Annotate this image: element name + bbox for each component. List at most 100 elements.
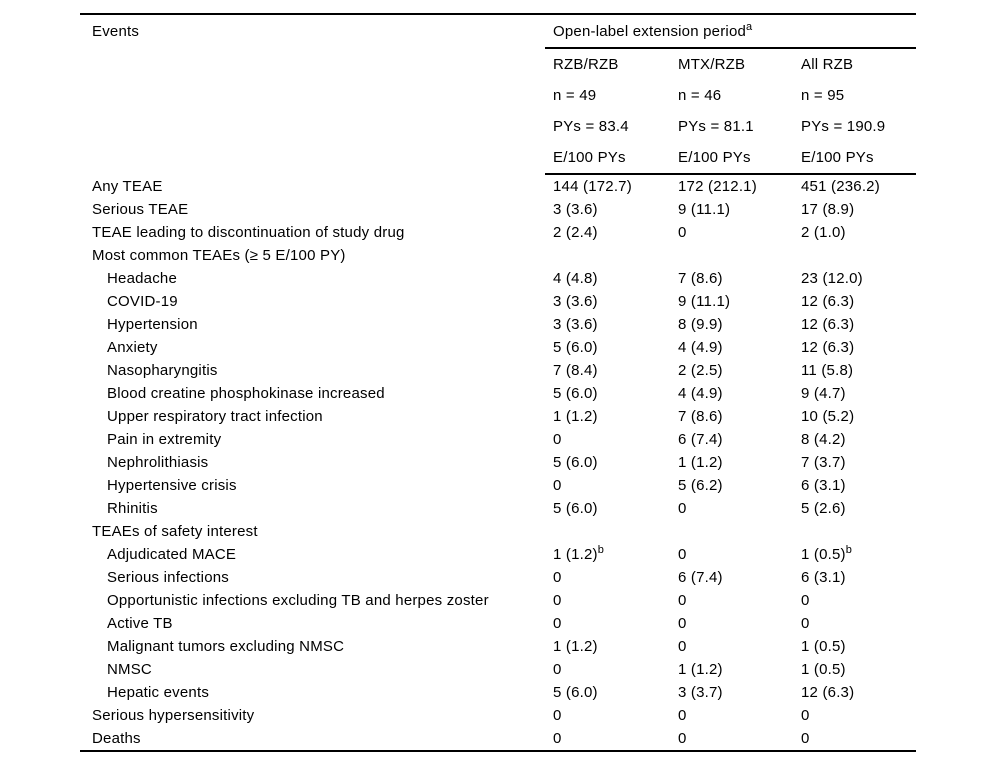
event-label: Anxiety (107, 339, 158, 356)
event-value: 2 (2.4) (553, 224, 678, 241)
column-header: All RZB (801, 56, 854, 73)
event-value: 23 (12.0) (801, 270, 916, 287)
event-value: 0 (553, 615, 678, 632)
value-text: 0 (678, 546, 687, 563)
value-text: 11 (5.8) (801, 362, 854, 379)
value-text: 6 (3.1) (801, 477, 846, 494)
event-label: TEAE leading to discontinuation of study… (92, 224, 405, 241)
event-value: 0 (553, 661, 678, 678)
event-value: 9 (4.7) (801, 385, 916, 402)
value-text: 1 (1.2) (553, 546, 598, 563)
value-footnote-marker: b (597, 544, 604, 556)
value-text: 1 (0.5) (801, 638, 846, 655)
event-value: 451 (236.2) (801, 178, 916, 195)
event-value: 144 (172.7) (553, 178, 678, 195)
event-value: 6 (7.4) (678, 569, 801, 586)
event-value: 12 (6.3) (801, 339, 916, 356)
value-text: 9 (4.7) (801, 385, 846, 402)
event-value: 1 (1.2) (678, 661, 801, 678)
event-value: 0 (553, 477, 678, 494)
event-value: 6 (3.1) (801, 477, 916, 494)
patient-years: PYs = 83.4 (553, 118, 629, 135)
unit-label: E/100 PYs (553, 149, 626, 166)
value-text: 4 (4.9) (678, 339, 723, 356)
span-header-row: Events Open-label extension perioda (80, 15, 916, 47)
unit-label: E/100 PYs (801, 149, 874, 166)
table-row: NMSC 0 1 (1.2) 1 (0.5) (80, 658, 916, 681)
event-value: 8 (9.9) (678, 316, 801, 333)
value-text: 10 (5.2) (801, 408, 855, 425)
value-text: 0 (553, 431, 562, 448)
event-value: 8 (4.2) (801, 431, 916, 448)
patient-years: PYs = 81.1 (678, 118, 754, 135)
event-value: 0 (801, 615, 916, 632)
table-top-rule (80, 13, 916, 15)
value-text: 5 (6.0) (553, 454, 598, 471)
event-label: Most common TEAEs (≥ 5 E/100 PY) (92, 247, 346, 264)
column-header: MTX/RZB (678, 56, 746, 73)
event-value: 1 (1.2)b (553, 544, 678, 564)
table-row: Nasopharyngitis 7 (8.4) 2 (2.5) 11 (5.8) (80, 359, 916, 382)
span-header: Open-label extension perioda (553, 20, 916, 40)
event-label: NMSC (107, 661, 152, 678)
table-row: Opportunistic infections excluding TB an… (80, 589, 916, 612)
table-row: TEAEs of safety interest (80, 520, 916, 543)
table-bottom-rule (80, 750, 916, 752)
value-text: 6 (3.1) (801, 569, 846, 586)
event-value: 12 (6.3) (801, 316, 916, 333)
event-value: 4 (4.9) (678, 339, 801, 356)
value-text: 1 (0.5) (801, 661, 846, 678)
unit-header-row: E/100 PYs E/100 PYs E/100 PYs (80, 142, 916, 173)
value-text: 12 (6.3) (801, 316, 855, 333)
value-text: 7 (8.6) (678, 270, 723, 287)
event-value: 1 (0.5) (801, 661, 916, 678)
sample-size: n = 49 (553, 87, 597, 104)
events-column-header: Events (92, 22, 140, 40)
value-text: 3 (3.6) (553, 201, 598, 218)
value-text: 0 (678, 638, 687, 655)
value-text: 2 (2.4) (553, 224, 598, 241)
value-text: 0 (801, 707, 810, 724)
value-text: 7 (3.7) (801, 454, 846, 471)
value-text: 0 (801, 615, 810, 632)
header-body-rule (545, 173, 916, 175)
table-row: Active TB 0 0 0 (80, 612, 916, 635)
table-row: TEAE leading to discontinuation of study… (80, 221, 916, 244)
event-value: 0 (553, 569, 678, 586)
value-text: 12 (6.3) (801, 339, 855, 356)
event-label: Serious infections (107, 569, 229, 586)
event-label: Active TB (107, 615, 173, 632)
value-text: 7 (8.4) (553, 362, 598, 379)
event-value: 0 (678, 500, 801, 517)
value-text: 0 (553, 730, 562, 747)
value-text: 2 (2.5) (678, 362, 723, 379)
value-text: 5 (6.0) (553, 385, 598, 402)
value-text: 4 (4.9) (678, 385, 723, 402)
event-value: 0 (678, 730, 801, 747)
table-row: COVID-19 3 (3.6) 9 (11.1) 12 (6.3) (80, 290, 916, 313)
value-footnote-marker: b (845, 544, 852, 556)
event-value: 5 (6.0) (553, 684, 678, 701)
table-row: Any TEAE 144 (172.7) 172 (212.1) 451 (236.2… (80, 175, 916, 198)
value-text: 8 (4.2) (801, 431, 846, 448)
value-text: 0 (678, 730, 687, 747)
span-header-footnote-marker: a (746, 20, 753, 33)
event-value: 3 (3.6) (553, 201, 678, 218)
sample-size: n = 46 (678, 87, 722, 104)
event-value: 3 (3.6) (553, 316, 678, 333)
value-text: 5 (2.6) (801, 500, 846, 517)
event-value: 2 (2.5) (678, 362, 801, 379)
event-value: 172 (212.1) (678, 178, 801, 195)
event-label: Pain in extremity (107, 431, 222, 448)
event-value: 1 (1.2) (553, 638, 678, 655)
table-row: Adjudicated MACE 1 (1.2)b 0 1 (0.5)b (80, 543, 916, 566)
event-label: TEAEs of safety interest (92, 523, 258, 540)
value-text: 0 (801, 730, 810, 747)
event-label: Serious TEAE (92, 201, 189, 218)
event-value: 7 (8.4) (553, 362, 678, 379)
value-text: 0 (553, 661, 562, 678)
event-value: 0 (553, 730, 678, 747)
event-value: 7 (3.7) (801, 454, 916, 471)
event-value: 7 (8.6) (678, 270, 801, 287)
event-value: 5 (2.6) (801, 500, 916, 517)
